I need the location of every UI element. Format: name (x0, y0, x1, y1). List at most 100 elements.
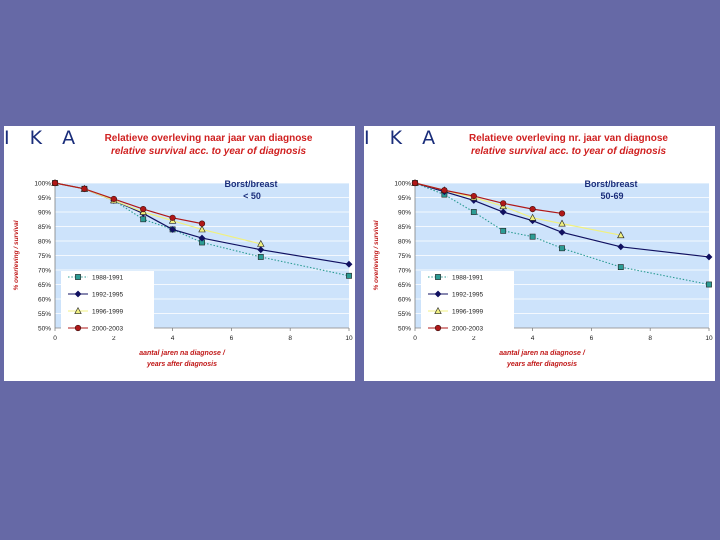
x-tick-label: 6 (590, 335, 594, 342)
data-point-1988-1991 (257, 254, 264, 260)
data-point-2000-2003 (81, 185, 88, 192)
data-point-1992-1995 (617, 243, 625, 251)
legend-marker (74, 306, 82, 314)
data-point-1996-1999 (558, 219, 566, 227)
y-tick-label: 60% (398, 297, 411, 304)
x-axis-label-dutch: aantal jaren na diagnose / (499, 350, 586, 357)
y-tick-label: 90% (38, 210, 51, 217)
legend-marker (74, 324, 82, 332)
title-dutch: Relatieve overleving nr. jaar van diagno… (469, 133, 668, 144)
x-tick-label: 2 (112, 335, 116, 342)
legend-marker (435, 274, 441, 280)
legend-marker (434, 324, 442, 332)
data-point-2000-2003 (500, 200, 507, 207)
series-line-1992-1995 (414, 182, 710, 258)
data-point-1988-1991 (346, 272, 352, 279)
data-point-1992-1995 (257, 246, 265, 254)
data-point-2000-2003 (441, 187, 448, 194)
legend-marker (74, 290, 82, 298)
y-axis-label: % overleving / survival (13, 220, 20, 290)
chart-title: Borst/breast (224, 179, 277, 189)
x-axis-label-dutch: aantal jaren na diagnose / (139, 350, 226, 357)
series-line-1988-1991 (414, 182, 710, 286)
chart-panel-left: I K A Relatieve overleving naar jaar van… (4, 126, 355, 381)
y-tick-label: 55% (38, 311, 51, 318)
legend-marker (434, 306, 442, 314)
data-point-1996-1999 (257, 239, 265, 247)
chart-panel-right: I K A Relatieve overleving nr. jaar van … (364, 126, 715, 381)
x-tick-label: 8 (648, 335, 652, 342)
y-tick-label: 85% (398, 224, 411, 231)
y-tick-label: 100% (34, 181, 51, 188)
y-tick-label: 50% (398, 326, 411, 333)
x-tick-label: 6 (230, 335, 234, 342)
data-point-2000-2003 (529, 205, 536, 213)
legend-label: 1988-1991 (92, 275, 123, 282)
y-tick-label: 65% (398, 282, 411, 289)
data-point-1996-1999 (198, 225, 206, 233)
data-point-2000-2003 (470, 192, 477, 200)
y-tick-label: 85% (38, 224, 51, 231)
y-tick-label: 95% (38, 195, 51, 202)
legend-label: 2000-2003 (92, 326, 123, 333)
data-point-2000-2003 (169, 214, 176, 221)
series-line-2000-2003 (54, 182, 203, 225)
data-point-1988-1991 (500, 227, 507, 234)
legend-marker (75, 274, 81, 280)
x-axis-label-english: years after diagnosis (506, 361, 577, 368)
y-tick-label: 95% (398, 195, 411, 202)
y-tick-label: 75% (398, 253, 411, 260)
legend-box (61, 271, 154, 336)
data-point-1988-1991 (140, 216, 147, 223)
legend-label: 1996-1999 (92, 309, 123, 316)
data-point-2000-2003 (198, 220, 206, 227)
data-point-1996-1999 (617, 231, 625, 239)
data-point-1992-1995 (198, 234, 206, 242)
title-english: relative survival acc. to year of diagno… (110, 146, 307, 157)
x-tick-label: 10 (345, 335, 353, 342)
y-tick-label: 80% (398, 239, 411, 246)
data-point-2000-2003 (110, 195, 117, 203)
data-point-2000-2003 (411, 179, 419, 187)
y-tick-label: 75% (38, 253, 51, 260)
title-english: relative survival acc. to year of diagno… (470, 146, 667, 157)
survival-chart-under-50: 100% 95% 90% 85% 80% 75% 70% 65% 60% 55% 50%0 2 4 6 8 1… (13, 178, 353, 368)
data-point-1996-1999 (528, 213, 537, 221)
y-tick-label: 100% (394, 181, 411, 188)
ika-logo: I K A (4, 127, 83, 149)
legend-label: 1992-1995 (452, 292, 483, 299)
legend-box (421, 271, 514, 336)
y-tick-label: 50% (38, 326, 51, 333)
chart-heading: Relatieve overleving naar jaar van diagn… (66, 132, 351, 158)
x-tick-label: 8 (288, 335, 292, 342)
y-tick-label: 90% (398, 210, 411, 217)
x-tick-label: 10 (705, 335, 713, 342)
y-axis-label: % overleving / survival (373, 220, 380, 290)
y-tick-label: 70% (38, 268, 51, 275)
x-tick-label: 4 (171, 335, 175, 342)
data-point-1992-1995 (558, 228, 566, 236)
y-tick-label: 55% (398, 311, 411, 318)
chart-heading: Relatieve overleving nr. jaar van diagno… (426, 132, 711, 158)
data-point-1988-1991 (617, 264, 624, 270)
legend-marker (434, 290, 442, 298)
data-point-1988-1991 (529, 233, 536, 240)
series-line-2000-2003 (414, 182, 563, 215)
data-point-1988-1991 (706, 281, 712, 288)
survival-chart-50-69: 100% 95% 90% 85% 80% 75% 70% 65% 60% 55% 50%0 2 4 6 8 1… (373, 178, 713, 368)
data-point-1992-1995 (705, 253, 713, 261)
legend-label: 2000-2003 (452, 326, 483, 333)
data-point-2000-2003 (140, 205, 147, 213)
y-tick-label: 80% (38, 239, 51, 246)
legend-label: 1992-1995 (92, 292, 123, 299)
x-tick-label: 0 (53, 335, 57, 342)
x-axis-label-english: years after diagnosis (146, 361, 217, 368)
title-dutch: Relatieve overleving naar jaar van diagn… (104, 133, 313, 144)
chart-subtitle: 50-69 (600, 191, 623, 201)
data-point-2000-2003 (558, 210, 566, 217)
legend-label: 1988-1991 (452, 275, 483, 282)
ika-logo: I K A (364, 127, 443, 149)
y-tick-label: 60% (38, 297, 51, 304)
legend-label: 1996-1999 (452, 309, 483, 316)
x-tick-label: 2 (472, 335, 476, 342)
